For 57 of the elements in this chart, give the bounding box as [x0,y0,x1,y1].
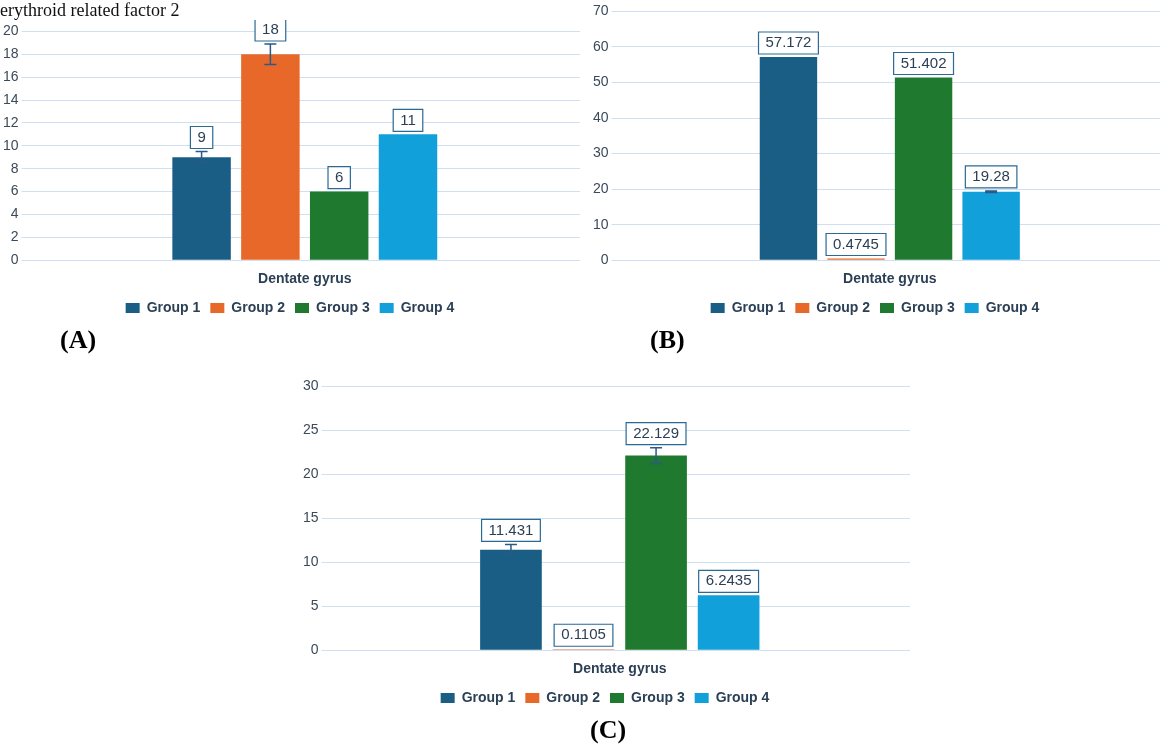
data-label: 51.402 [900,53,947,71]
legend-label: Group 4 [985,298,1040,315]
x-tick-label: Dentate gyrus [258,270,352,287]
y-tick-label: 0 [10,251,19,268]
y-tick-label: 70 [592,2,609,19]
legend-label: Group 1 [731,298,786,315]
y-tick-label: 5 [310,597,319,614]
y-tick-label: 20 [592,179,609,196]
data-label: 11.431 [488,520,534,538]
y-tick-label: 0 [600,251,609,268]
y-tick-label: 18 [2,45,19,62]
text: (A) [60,325,97,355]
data-label: 6.2435 [705,571,752,589]
legend-label: Group 2 [546,688,601,705]
data-label: 57.172 [765,33,812,51]
legend-label: Group 3 [631,688,685,705]
x-tick-label: Dentate gyrus [573,660,667,677]
legend-label: Group 1 [461,688,516,705]
y-tick-label: 0 [310,641,319,658]
y-tick-label: 25 [302,421,319,438]
data-label: 11 [400,110,416,128]
legend-label: Group 4 [400,298,455,315]
data-label: 0.1105 [561,625,606,643]
legend-label: Group 2 [816,298,871,315]
data-label: 0.4745 [833,234,879,252]
legend-label: Group 3 [316,298,370,315]
text: (B) [650,325,685,355]
y-tick-label: 14 [2,90,19,107]
y-tick-label: 30 [592,144,609,161]
y-tick-label: 60 [592,37,609,54]
legend-label: Group 3 [901,298,955,315]
data-label: 9 [197,127,206,145]
y-tick-label: 50 [592,73,609,90]
data-label: 18 [262,20,279,38]
data-label: 19.28 [972,167,1010,185]
y-tick-label: 10 [2,136,19,153]
y-tick-label: 40 [592,108,609,125]
legend-label: Group 2 [231,298,286,315]
y-tick-label: 12 [2,113,19,130]
data-label: 6 [335,167,344,185]
y-tick-label: 10 [302,553,319,570]
x-tick-label: Dentate gyrus [843,270,937,287]
y-tick-label: 4 [10,205,19,222]
text: (C) [590,715,627,745]
y-tick-label: 20 [2,22,19,39]
y-tick-label: 6 [10,182,19,199]
data-label: 22.129 [633,423,680,441]
y-tick-label: 16 [2,68,19,85]
y-tick-label: 2 [10,228,19,245]
chart-title: erythroid related factor 2 [0,0,180,21]
y-tick-label: 10 [592,215,609,232]
y-tick-label: 15 [302,509,319,526]
y-tick-label: 20 [302,465,319,482]
y-tick-label: 30 [302,377,319,394]
legend-label: Group 4 [715,688,770,705]
y-tick-label: 8 [10,159,19,176]
legend-label: Group 1 [146,298,201,315]
